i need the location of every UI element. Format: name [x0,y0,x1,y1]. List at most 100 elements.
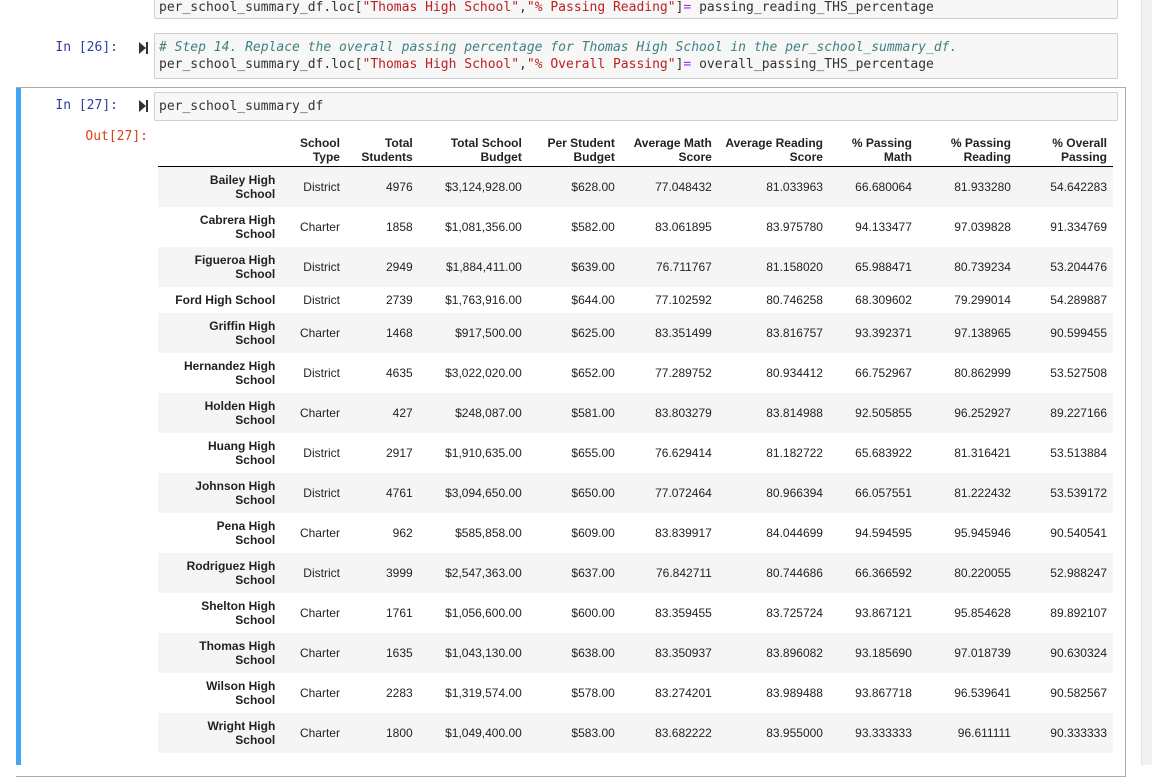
input-prompt: In [27]: [55,98,118,113]
table-cell: 66.366592 [855,565,912,580]
row-index-text: School [235,492,276,507]
table-cell: 83.682222 [655,725,712,740]
table-cell: 97.138965 [954,325,1011,340]
code-cell-27[interactable]: In [27]: per_school_summary_df [0,92,1130,122]
table-cell: $650.00 [571,485,615,500]
column-header: Per Student Budget [527,133,621,167]
row-index-text: School [235,652,276,667]
code-editor[interactable]: per_school_summary_df [154,92,1118,121]
table-cell: 93.333333 [855,725,912,740]
code-token: "% Overall Passing" [526,57,676,72]
table-cell: $582.00 [571,219,615,234]
table-row: Rodriguez High School District 3999 $2,547,3… [158,552,1113,593]
code-token: "Thomas High School" [362,57,520,72]
column-header: Total Students [345,133,419,167]
table-cell: District [303,179,340,194]
table-cell: 91.334769 [1050,219,1107,234]
row-index-text: School [235,372,276,387]
code-token: ] [675,57,684,72]
table-cell: 79.299014 [954,292,1011,307]
row-index-text: Figueroa High [194,252,276,267]
table-cell: $585,858.00 [455,525,522,540]
table-cell: 54.289887 [1050,292,1107,307]
table-cell: 66.752967 [855,365,912,380]
table-cell: $1,081,356.00 [445,219,522,234]
table-cell: Charter [299,325,340,340]
table-cell: $1,056,600.00 [445,605,522,620]
run-cell-icon[interactable] [139,42,148,54]
table-row: Griffin High School Charter 1468 $917,500.00… [158,312,1113,353]
table-cell: 77.072464 [655,485,712,500]
run-cell-icon[interactable] [139,100,148,112]
table-cell: 90.540541 [1050,525,1107,540]
table-cell: 68.309602 [855,292,912,307]
table-cell: 95.854628 [954,605,1011,620]
table-cell: 66.057551 [855,485,912,500]
row-index-text: Hernandez High [183,358,276,373]
table-cell: District [303,565,340,580]
code-cell-previous[interactable]: per_school_summary_df.loc["Thomas High S… [0,0,1130,20]
table-cell: 83.803279 [655,405,712,420]
table-cell: $625.00 [571,325,615,340]
row-index-text: School [235,226,276,241]
table-cell: 1635 [386,645,413,660]
code-editor[interactable]: # Step 14. Replace the overall passing p… [154,33,1118,79]
vertical-scrollbar[interactable] [1141,0,1152,765]
table-cell: Charter [299,219,340,234]
column-header-text: Passing [1060,149,1107,164]
code-token: = [683,0,692,15]
table-cell: 89.227166 [1050,405,1107,420]
column-header: % Passing Math [828,133,918,167]
table-cell: 77.048432 [655,179,712,194]
row-index-text: Thomas High [199,638,276,653]
column-header-text: Per Student [547,135,615,150]
table-row: Johnson High School District 4761 $3,094,650… [158,472,1113,513]
row-index: Cabrera High School [158,207,281,247]
column-header-text: Students [361,149,413,164]
row-index-text: Pena High [216,518,276,533]
row-index: Hernandez High School [158,353,281,393]
table-row: Huang High School District 2917 $1,910,635.0… [158,433,1113,473]
table-cell: 83.350937 [655,645,712,660]
table-cell: 1761 [386,605,413,620]
table-cell: 83.989488 [766,685,823,700]
table-cell: 4635 [386,365,413,380]
code-editor[interactable]: per_school_summary_df.loc["Thomas High S… [154,0,1118,19]
code-line: per_school_summary_df.loc["Thomas High S… [159,56,1113,73]
row-index: Rodriguez High School [158,553,281,593]
table-cell: 3999 [386,565,413,580]
row-index-text: Wilson High [206,678,276,693]
table-cell: 97.039828 [954,219,1011,234]
row-index: Figueroa High School [158,247,281,287]
table-cell: Charter [299,725,340,740]
table-cell: 77.289752 [655,365,712,380]
table-cell: $644.00 [571,292,615,307]
row-index-text: School [235,186,276,201]
code-token: per_school_summary_df.loc[ [159,0,363,15]
row-index: Johnson High School [158,473,281,513]
row-index-text: School [235,612,276,627]
code-cell-26[interactable]: In [26]: # Step 14. Replace the overall … [0,33,1130,83]
table-cell: 83.725724 [766,605,823,620]
table-cell: $655.00 [571,445,615,460]
code-token: passing_reading_THS_percentage [691,0,934,15]
row-index-text: School [235,732,276,747]
table-cell: 76.842711 [655,565,712,580]
table-cell: 96.611111 [957,725,1011,740]
table-cell: $1,763,916.00 [445,292,522,307]
table-cell: $1,884,411.00 [445,259,522,274]
table-cell: 93.185690 [855,645,912,660]
table-cell: $1,049,400.00 [445,725,522,740]
row-index-text: School [235,692,276,707]
code-token: ] [675,0,684,15]
row-index-text: Ford High School [175,292,276,307]
code-token: "Thomas High School" [362,0,520,15]
dataframe-table: School Type Total Students Total School Bud… [158,133,1113,753]
column-header-text: School [299,135,340,150]
table-cell: 83.061895 [655,219,712,234]
table-cell: 4761 [386,485,413,500]
table-cell: 81.033963 [766,179,823,194]
table-cell: $638.00 [571,645,615,660]
table-cell: 65.683922 [855,445,912,460]
table-row: Holden High School Charter 427 $248,087.00 $5… [158,392,1113,433]
